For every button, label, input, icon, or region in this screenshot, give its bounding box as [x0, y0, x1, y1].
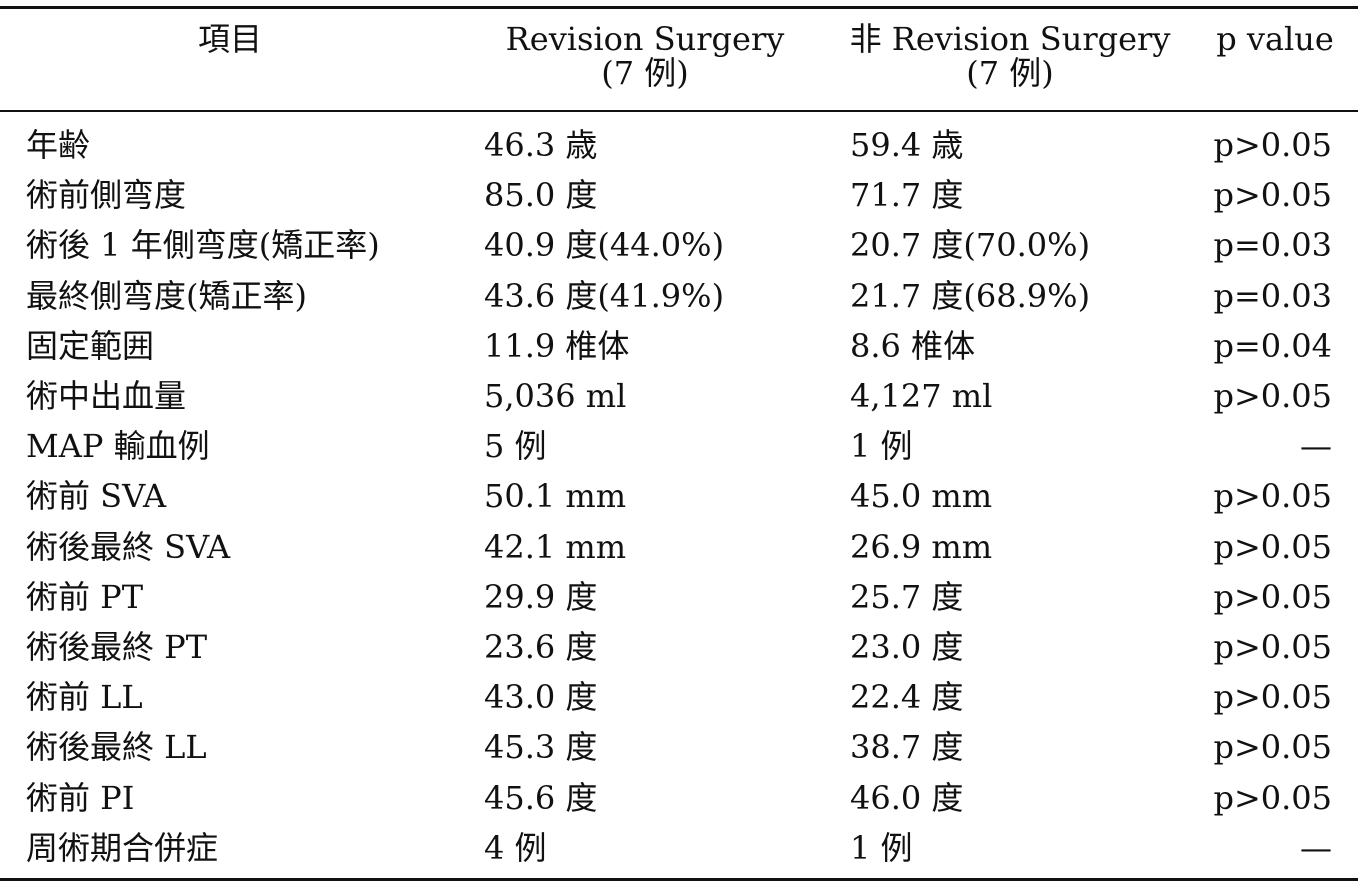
row-pvalue: — — [1300, 427, 1332, 466]
row-item: 年齢 — [26, 126, 91, 164]
row-nonrevision: 71.7 度 — [850, 176, 964, 215]
table-row: 術前 LL 43.0 度 22.4 度 p>0.05 — [0, 672, 1358, 722]
row-nonrevision: 25.7 度 — [850, 577, 964, 616]
row-item: 術後最終 SVA — [26, 527, 231, 566]
table-row: 周術期合併症 4 例 1 例 — — [0, 823, 1358, 873]
row-revision: 45.6 度 — [484, 778, 598, 817]
row-nonrevision: 8.6 椎体 — [850, 326, 976, 365]
row-pvalue: p>0.05 — [1213, 628, 1332, 666]
row-revision: 43.6 度(41.9%) — [484, 276, 725, 315]
row-pvalue: p>0.05 — [1213, 126, 1332, 164]
table-bottom-rule — [0, 878, 1358, 881]
table-row: 年齢 46.3 歳 59.4 歳 p>0.05 — [0, 120, 1358, 170]
row-revision: 29.9 度 — [484, 577, 598, 616]
header-nonrevision-label: 非 Revision Surgery — [849, 20, 1171, 58]
row-nonrevision: 20.7 度(70.0%) — [850, 226, 1091, 265]
row-nonrevision: 21.7 度(68.9%) — [850, 276, 1091, 315]
row-pvalue: — — [1300, 828, 1332, 867]
row-nonrevision: 46.0 度 — [850, 778, 964, 817]
row-pvalue: p>0.05 — [1213, 678, 1332, 717]
header-revision: Revision Surgery (7 例) — [470, 22, 820, 90]
table-row: 術前 PI 45.6 度 46.0 度 p>0.05 — [0, 773, 1358, 823]
row-revision: 43.0 度 — [484, 678, 598, 717]
header-nonrevision-count: (7 例) — [966, 54, 1054, 92]
table-row: 術後最終 LL 45.3 度 38.7 度 p>0.05 — [0, 722, 1358, 772]
header-bottom-rule — [0, 110, 1358, 112]
row-revision: 5 例 — [484, 427, 547, 466]
row-item: 術中出血量 — [26, 377, 187, 415]
row-revision: 50.1 mm — [484, 477, 627, 516]
row-revision: 40.9 度(44.0%) — [484, 226, 725, 265]
header-item: 項目 — [197, 20, 262, 58]
row-nonrevision: 45.0 mm — [850, 477, 993, 516]
table-top-rule — [0, 6, 1358, 9]
row-item: 術前 LL — [26, 678, 143, 717]
row-nonrevision: 22.4 度 — [850, 678, 964, 717]
row-nonrevision: 1 例 — [850, 828, 913, 867]
row-item: MAP 輸血例 — [26, 427, 210, 466]
row-nonrevision: 26.9 mm — [850, 527, 993, 566]
header-revision-label: Revision Surgery — [505, 20, 785, 58]
row-item: 術前 PI — [26, 778, 135, 817]
row-pvalue: p>0.05 — [1213, 728, 1332, 767]
row-revision: 23.6 度 — [484, 628, 598, 666]
row-revision: 42.1 mm — [484, 527, 627, 566]
row-item: 最終側弯度(矯正率) — [26, 276, 307, 315]
row-pvalue: p=0.04 — [1213, 326, 1332, 365]
row-item: 固定範囲 — [26, 326, 155, 365]
row-pvalue: p>0.05 — [1213, 477, 1332, 516]
row-item: 周術期合併症 — [26, 828, 219, 867]
row-revision: 11.9 椎体 — [484, 326, 630, 365]
row-pvalue: p>0.05 — [1213, 577, 1332, 616]
row-revision: 46.3 歳 — [484, 126, 598, 164]
table-row: 固定範囲 11.9 椎体 8.6 椎体 p=0.04 — [0, 321, 1358, 371]
row-nonrevision: 23.0 度 — [850, 628, 964, 666]
header-pvalue: p value — [1216, 20, 1334, 58]
table-row: 術前 SVA 50.1 mm 45.0 mm p>0.05 — [0, 471, 1358, 521]
table-row: 最終側弯度(矯正率) 43.6 度(41.9%) 21.7 度(68.9%) p=0.… — [0, 271, 1358, 321]
row-revision: 85.0 度 — [484, 176, 598, 215]
row-item: 術後最終 LL — [26, 728, 207, 767]
table-row: 術前 PT 29.9 度 25.7 度 p>0.05 — [0, 572, 1358, 622]
table-row: 術後最終 SVA 42.1 mm 26.9 mm p>0.05 — [0, 522, 1358, 572]
row-nonrevision: 4,127 ml — [850, 377, 993, 415]
table-row: MAP 輸血例 5 例 1 例 — — [0, 421, 1358, 471]
header-nonrevision: 非 Revision Surgery (7 例) — [835, 22, 1185, 90]
table-row: 術後最終 PT 23.6 度 23.0 度 p>0.05 — [0, 622, 1358, 672]
row-item: 術前 SVA — [26, 477, 167, 516]
row-pvalue: p=0.03 — [1213, 276, 1332, 315]
row-item: 術前 PT — [26, 577, 144, 616]
row-revision: 4 例 — [484, 828, 547, 867]
header-revision-count: (7 例) — [601, 54, 689, 92]
row-nonrevision: 1 例 — [850, 427, 913, 466]
table-row: 術後 1 年側弯度(矯正率) 40.9 度(44.0%) 20.7 度(70.0%)… — [0, 220, 1358, 270]
row-pvalue: p>0.05 — [1213, 778, 1332, 817]
row-pvalue: p=0.03 — [1213, 226, 1332, 265]
row-pvalue: p>0.05 — [1213, 527, 1332, 566]
row-pvalue: p>0.05 — [1213, 377, 1332, 415]
row-item: 術後最終 PT — [26, 628, 208, 666]
row-nonrevision: 59.4 歳 — [850, 126, 964, 164]
row-revision: 45.3 度 — [484, 728, 598, 767]
table-row: 術中出血量 5,036 ml 4,127 ml p>0.05 — [0, 371, 1358, 421]
table-row: 術前側弯度 85.0 度 71.7 度 p>0.05 — [0, 170, 1358, 220]
row-item: 術後 1 年側弯度(矯正率) — [26, 226, 380, 265]
row-item: 術前側弯度 — [26, 176, 187, 215]
row-pvalue: p>0.05 — [1213, 176, 1332, 215]
row-nonrevision: 38.7 度 — [850, 728, 964, 767]
row-revision: 5,036 ml — [484, 377, 627, 415]
